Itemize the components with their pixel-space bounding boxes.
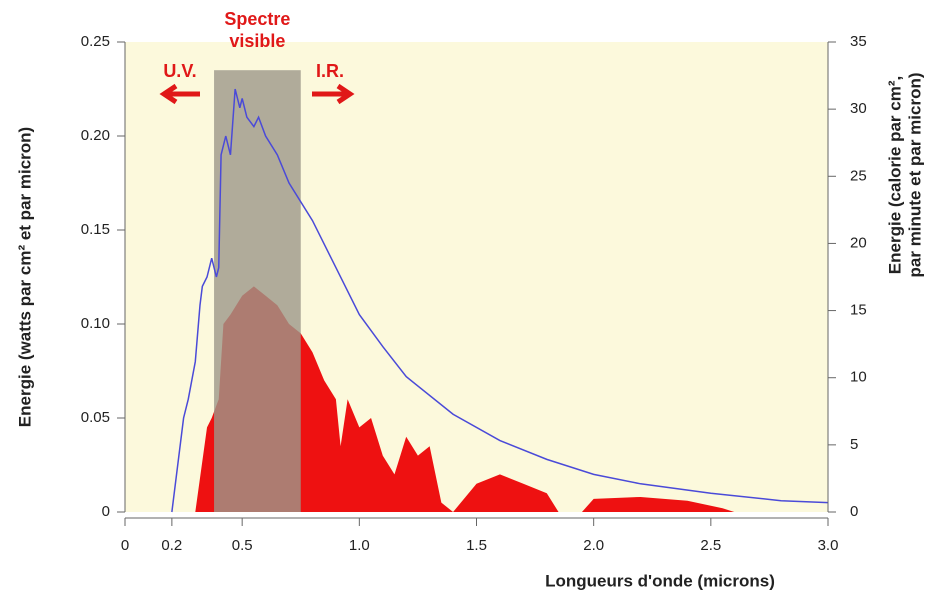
arrow: [312, 83, 355, 105]
x-tick-label: 0: [121, 537, 129, 554]
y2-tick-label: 15: [850, 302, 867, 319]
y2-tick-label: 20: [850, 234, 867, 251]
highlight-label: Spectre: [224, 9, 290, 29]
y-tick-label: 0.10: [81, 315, 110, 332]
y-axis-label: Energie (watts par cm² et par micron): [15, 127, 34, 427]
y-tick-label: 0: [102, 503, 110, 520]
annotation: I.R.: [316, 61, 344, 81]
x-axis-label: Longueurs d'onde (microns): [545, 571, 775, 590]
y-tick-label: 0.25: [81, 33, 110, 50]
y-tick-label: 0.15: [81, 221, 110, 238]
y2-tick-label: 10: [850, 369, 867, 386]
line: [171, 88, 829, 513]
y2-tick-label: 25: [850, 167, 867, 184]
y2-axis-label: par minute et par micron): [905, 73, 924, 278]
x-tick-label: 0.5: [232, 537, 253, 554]
x-tick-label: 1.0: [349, 537, 370, 554]
y-tick-label: 0.20: [81, 127, 110, 144]
x-tick-label: 0.2: [161, 537, 182, 554]
arrow: [159, 83, 200, 105]
x-tick-label: 2.5: [700, 537, 721, 554]
y-tick-label: 0.05: [81, 409, 110, 426]
annotation: U.V.: [163, 61, 196, 81]
y2-tick-label: 30: [850, 100, 867, 117]
x-tick-label: 3.0: [818, 537, 839, 554]
y2-tick-label: 5: [850, 436, 858, 453]
y2-tick-label: 35: [850, 33, 867, 50]
x-tick-label: 2.0: [583, 537, 604, 554]
y2-tick-label: 0: [850, 503, 858, 520]
area: [195, 286, 735, 512]
y2-axis-label: Energie (calorie par cm²,: [885, 76, 904, 274]
highlight-label: visible: [229, 31, 285, 51]
x-tick-label: 1.5: [466, 537, 487, 554]
visible-band: [214, 70, 301, 512]
